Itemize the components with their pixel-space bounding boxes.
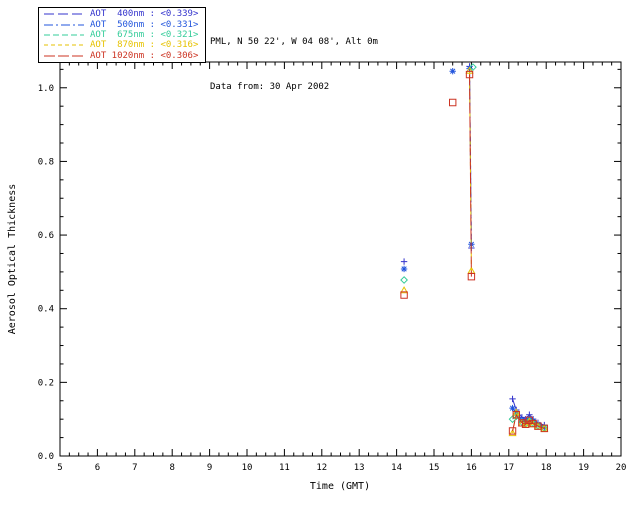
x-tick-label: 5	[57, 463, 62, 473]
data-point	[400, 265, 408, 273]
data-point	[449, 98, 457, 107]
data-point	[465, 70, 474, 79]
legend-line-675nm	[44, 34, 84, 36]
data-point	[509, 395, 516, 403]
y-tick-label: 0.0	[38, 452, 54, 462]
x-tick-label: 7	[132, 463, 137, 473]
data-point	[400, 286, 409, 294]
x-tick-label: 18	[541, 463, 552, 473]
legend-item-1020nm: AOT 1020nm : <0.306>	[39, 51, 205, 61]
legend-item-500nm: AOT 500nm : <0.331>	[39, 20, 205, 30]
x-tick-label: 16	[466, 463, 477, 473]
plot-header: PML, N 50 22', W 04 08', Alt 0m Data fro…	[210, 5, 378, 110]
legend-item-870nm: AOT 870nm : <0.316>	[39, 40, 205, 50]
data-point	[525, 416, 534, 424]
x-tick-label: 9	[207, 463, 212, 473]
data-point	[400, 258, 408, 265]
legend-label-1020nm: AOT 1020nm : <0.306>	[90, 50, 199, 61]
data-point	[508, 427, 517, 435]
y-tick-label: 0.4	[38, 305, 54, 315]
station-info: PML, N 50 22', W 04 08', Alt 0m	[210, 37, 378, 47]
legend-box: AOT 400nm : <0.339> AOT 500nm : <0.331> …	[38, 7, 206, 63]
x-tick-label: 11	[279, 463, 290, 473]
legend-label-870nm: AOT 870nm : <0.316>	[90, 40, 199, 51]
y-tick-label: 1.0	[38, 84, 54, 94]
data-point	[541, 424, 548, 431]
data-point	[529, 419, 537, 428]
data-point	[465, 66, 474, 74]
x-tick-label: 10	[242, 463, 253, 473]
x-tick-label: 13	[354, 463, 365, 473]
plot-area: 5 6 7 8 9 10 11 12 13 14 15 16 17 18 19 20 0.0 0.2 0.4 0.6 0…	[38, 61, 627, 473]
x-tick-label: 15	[429, 463, 440, 473]
y-tick-label: 0.2	[38, 378, 54, 388]
x-tick-label: 20	[616, 463, 627, 473]
legend-label-675nm: AOT 675nm : <0.321>	[90, 29, 199, 40]
legend-line-1020nm	[44, 55, 84, 57]
data-point	[518, 419, 526, 427]
x-tick-label: 17	[503, 463, 514, 473]
legend-line-870nm	[44, 44, 84, 46]
legend-line-400nm	[44, 13, 84, 15]
x-tick-label: 19	[578, 463, 589, 473]
legend-item-675nm: AOT 675nm : <0.321>	[39, 30, 205, 40]
x-tick-label: 12	[316, 463, 327, 473]
x-axis-title: Time (GMT)	[310, 481, 370, 492]
data-point	[400, 276, 408, 284]
data-point	[449, 68, 456, 75]
series-line	[469, 70, 472, 271]
legend-line-500nm	[44, 24, 84, 26]
data-point	[508, 428, 517, 437]
legend-label-400nm: AOT 400nm : <0.339>	[90, 9, 199, 20]
x-tick-label: 14	[391, 463, 402, 473]
data-point	[509, 404, 516, 412]
data-date: Data from: 30 Apr 2002	[210, 82, 330, 92]
data-point	[521, 420, 530, 429]
y-tick-label: 0.6	[38, 231, 54, 241]
data-point	[400, 291, 408, 299]
x-tick-label: 6	[95, 463, 100, 473]
y-axis-title: Aerosol Optical Thickness	[7, 184, 18, 335]
data-point	[512, 411, 520, 419]
plot-frame	[59, 61, 622, 457]
legend-item-400nm: AOT 400nm : <0.339>	[39, 9, 205, 19]
series-line	[515, 414, 523, 424]
legend-label-500nm: AOT 500nm : <0.331>	[90, 19, 199, 30]
series-line	[532, 423, 539, 427]
series-line	[469, 74, 472, 277]
x-tick-label: 8	[169, 463, 174, 473]
data-point	[467, 272, 476, 281]
y-tick-label: 0.8	[38, 157, 54, 167]
data-point	[468, 63, 477, 72]
data-point	[540, 424, 549, 433]
